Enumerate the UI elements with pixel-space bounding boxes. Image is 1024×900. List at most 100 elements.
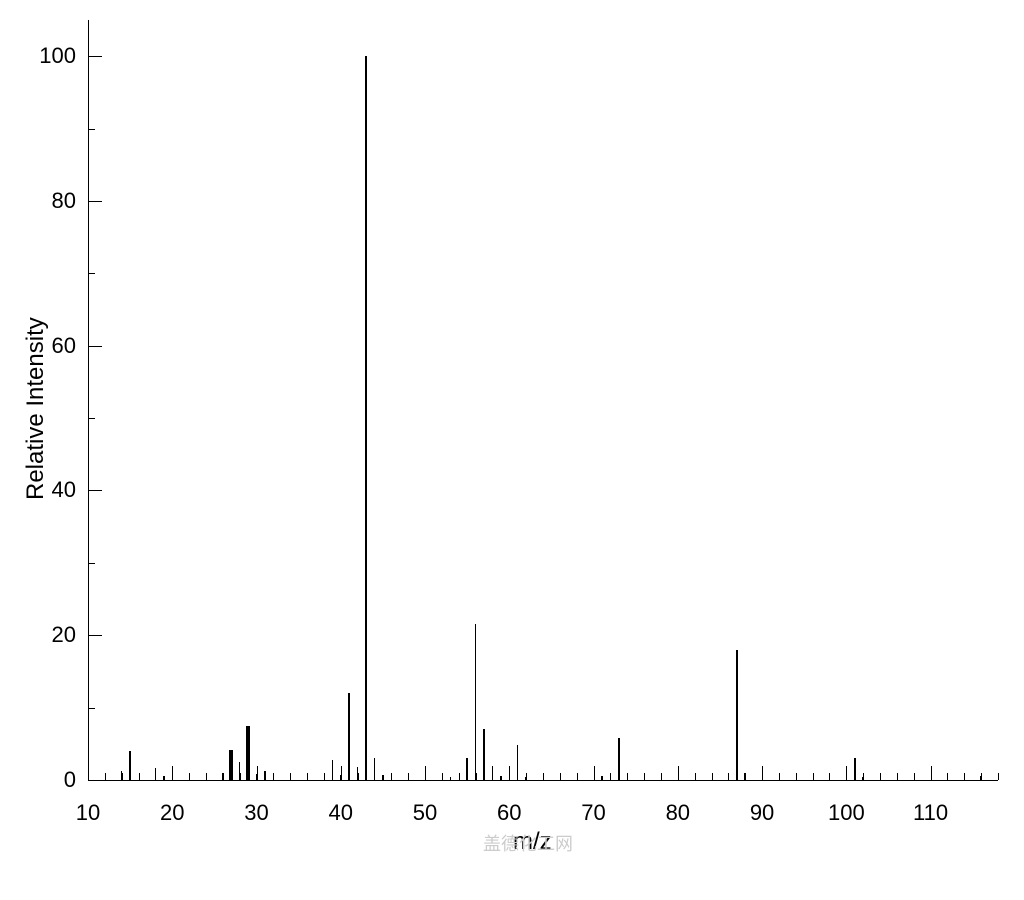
spectrum-peak [509, 777, 511, 780]
spectrum-peak [246, 726, 250, 780]
spectrum-peak [163, 776, 165, 780]
spectrum-peak [239, 762, 241, 780]
x-tick-minor [139, 773, 140, 780]
x-tick-minor [695, 773, 696, 780]
x-tick-label: 50 [405, 800, 445, 826]
x-tick-minor [391, 773, 392, 780]
spectrum-peak [601, 776, 603, 780]
x-tick-minor [324, 773, 325, 780]
x-tick-minor [998, 773, 999, 780]
x-tick-minor [560, 773, 561, 780]
x-tick-minor [947, 773, 948, 780]
y-tick-major [88, 56, 102, 57]
y-tick-major [88, 201, 102, 202]
x-tick-minor [189, 773, 190, 780]
spectrum-peak [517, 745, 519, 780]
x-tick-minor [644, 773, 645, 780]
x-tick-major [678, 766, 679, 780]
spectrum-peak [348, 693, 350, 780]
x-tick-label: 30 [237, 800, 277, 826]
spectrum-peak [273, 776, 275, 780]
spectrum-peak [155, 768, 157, 780]
spectrum-peak [466, 758, 468, 780]
spectrum-peak [525, 777, 527, 780]
y-tick-major [88, 490, 102, 491]
spectrum-peak [382, 775, 384, 780]
y-tick-minor [88, 563, 95, 564]
x-tick-minor [712, 773, 713, 780]
x-tick-minor [880, 773, 881, 780]
x-tick-label: 70 [574, 800, 614, 826]
spectrum-peak [475, 624, 477, 780]
y-tick-minor [88, 418, 95, 419]
spectrum-peak [222, 773, 224, 780]
x-tick-minor [105, 773, 106, 780]
x-tick-minor [577, 773, 578, 780]
y-tick-minor [88, 273, 95, 274]
spectrum-peak [450, 777, 452, 780]
x-tick-minor [459, 773, 460, 780]
x-tick-label: 40 [321, 800, 361, 826]
x-axis-line [88, 780, 998, 781]
spectrum-peak [854, 758, 856, 780]
spectrum-peak [121, 771, 123, 780]
spectrum-peak [256, 774, 258, 780]
spectrum-peak [627, 774, 629, 780]
x-tick-minor [914, 773, 915, 780]
x-tick-minor [796, 773, 797, 780]
spectrum-peak [483, 729, 485, 780]
x-tick-minor [206, 773, 207, 780]
x-tick-label: 110 [911, 800, 951, 826]
x-tick-minor [728, 773, 729, 780]
y-tick-label: 100 [26, 43, 76, 69]
x-tick-minor [307, 773, 308, 780]
x-tick-major [594, 766, 595, 780]
spectrum-peak [492, 766, 494, 780]
y-tick-minor [88, 708, 95, 709]
x-tick-minor [964, 773, 965, 780]
x-tick-label: 20 [152, 800, 192, 826]
y-tick-major [88, 780, 102, 781]
watermark-text: 盖德化工网 [483, 830, 573, 856]
x-tick-minor [779, 773, 780, 780]
x-tick-minor [897, 773, 898, 780]
spectrum-peak [264, 771, 266, 780]
spectrum-peak [980, 776, 982, 780]
x-tick-major [425, 766, 426, 780]
x-tick-minor [290, 773, 291, 780]
x-tick-label: 100 [826, 800, 866, 826]
spectrum-peak [610, 777, 612, 780]
y-axis-title: Relative Intensity [22, 317, 50, 500]
spectrum-peak [862, 777, 864, 780]
spectrum-peak [129, 751, 131, 780]
x-tick-minor [543, 773, 544, 780]
mass-spectrum-chart: 102030405060708090100110 020406080100 m/… [0, 0, 1024, 900]
x-tick-minor [661, 773, 662, 780]
x-tick-minor [442, 773, 443, 780]
x-tick-label: 60 [489, 800, 529, 826]
plot-area [88, 20, 998, 780]
spectrum-peak [357, 767, 359, 780]
y-tick-major [88, 346, 102, 347]
spectrum-peak [500, 776, 502, 780]
spectrum-peak [374, 758, 376, 780]
x-tick-minor [408, 773, 409, 780]
y-tick-label: 0 [26, 767, 76, 793]
spectrum-peak [736, 650, 738, 780]
y-tick-minor [88, 129, 95, 130]
spectrum-peak [340, 775, 342, 780]
x-tick-major [172, 766, 173, 780]
x-tick-major [88, 766, 89, 780]
x-tick-label: 90 [742, 800, 782, 826]
spectrum-peak [744, 773, 746, 780]
x-tick-minor [813, 773, 814, 780]
y-tick-major [88, 635, 102, 636]
x-tick-minor [829, 773, 830, 780]
y-axis-line [88, 20, 89, 780]
spectrum-peak [229, 750, 233, 780]
spectrum-peak [332, 760, 334, 780]
y-tick-label: 20 [26, 622, 76, 648]
spectrum-peak [365, 56, 367, 780]
x-tick-major [931, 766, 932, 780]
x-tick-label: 80 [658, 800, 698, 826]
